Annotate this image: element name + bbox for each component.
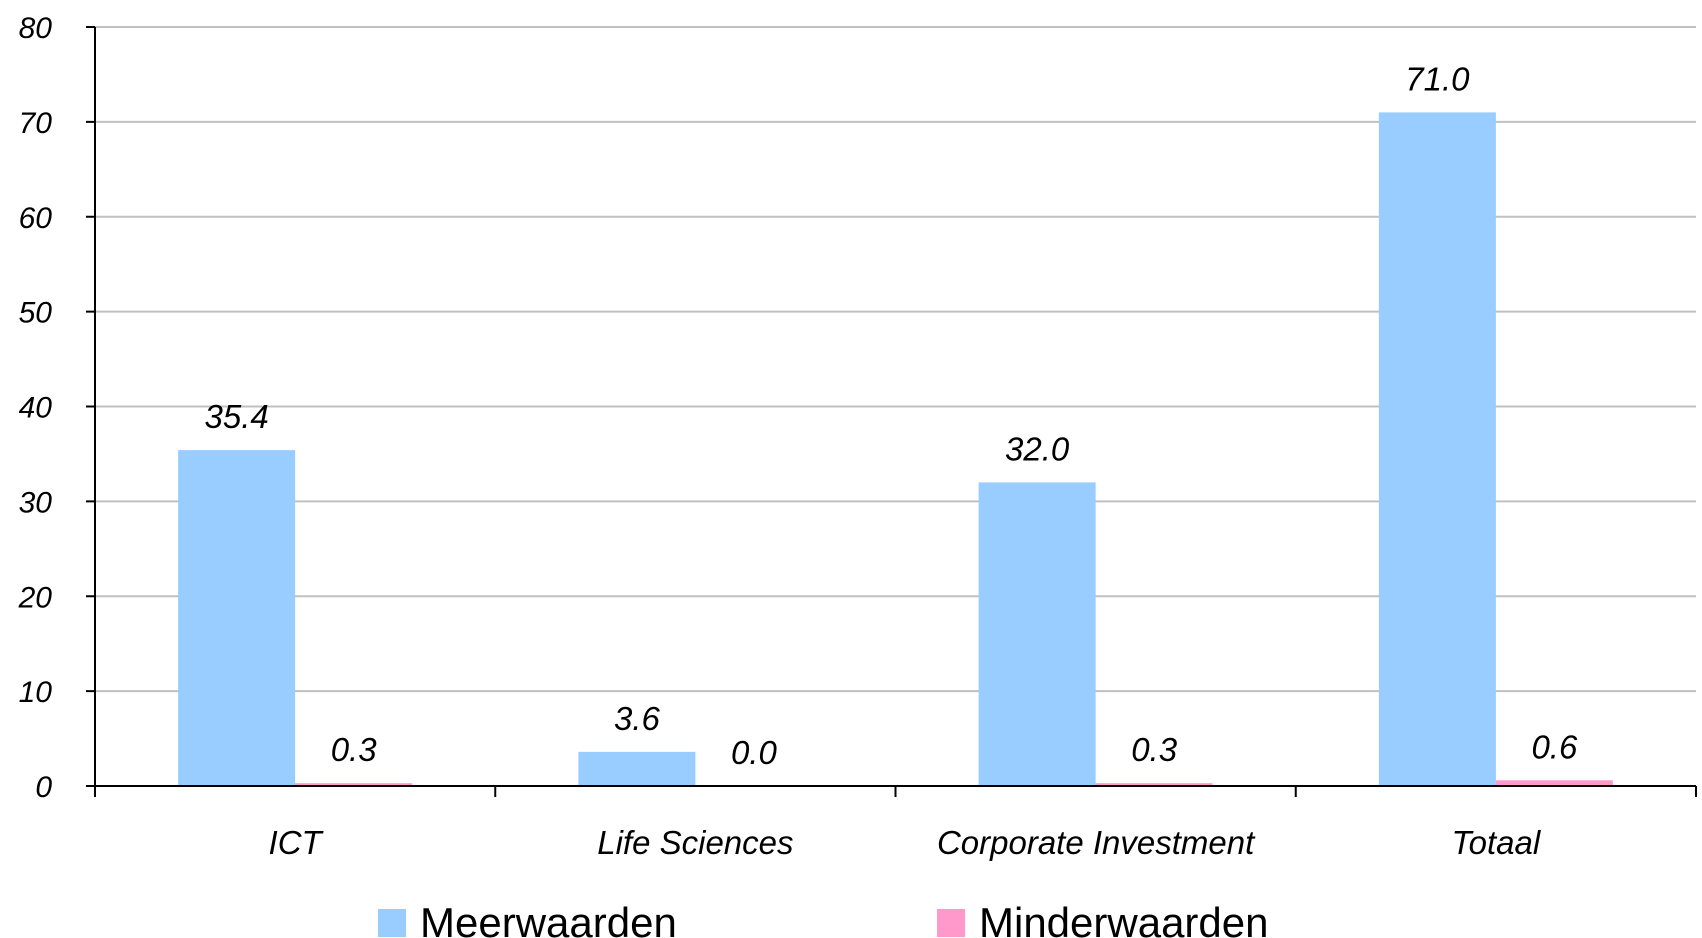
y-tick-label: 70 bbox=[19, 107, 53, 140]
legend-label: Meerwaarden bbox=[420, 899, 677, 938]
bar-minderwaarden bbox=[1495, 780, 1613, 786]
gridlines bbox=[95, 26, 1696, 693]
data-label: 0.3 bbox=[1131, 731, 1178, 768]
legend-label: Minderwaarden bbox=[979, 899, 1269, 938]
category-label: ICT bbox=[269, 824, 325, 861]
y-tick-label: 20 bbox=[18, 581, 53, 614]
bar-minderwaarden bbox=[295, 783, 413, 786]
bar-meerwaarden bbox=[978, 482, 1096, 786]
y-tick-labels: 0 10 20 30 40 50 60 70 80 bbox=[18, 12, 53, 804]
bars bbox=[178, 112, 1613, 786]
data-label: 35.4 bbox=[205, 398, 269, 435]
legend-swatch bbox=[378, 909, 406, 937]
bar-meerwaarden bbox=[578, 751, 696, 786]
data-label: 3.6 bbox=[614, 700, 661, 737]
category-label: Totaal bbox=[1452, 824, 1542, 861]
y-tick-label: 40 bbox=[19, 392, 53, 425]
y-tick-label: 10 bbox=[19, 676, 53, 709]
category-labels: ICT Life Sciences Corporate Investment Tota… bbox=[269, 824, 1542, 861]
axes bbox=[86, 26, 1697, 797]
data-labels: 35.4 0.3 3.6 0.0 32.0 0.3 71.0 0.6 bbox=[205, 60, 1578, 771]
data-label: 0.6 bbox=[1531, 728, 1578, 765]
y-tick-label: 50 bbox=[19, 297, 53, 330]
data-label: 0.3 bbox=[331, 731, 378, 768]
category-label: Life Sciences bbox=[597, 824, 793, 861]
bar-meerwaarden bbox=[178, 450, 296, 786]
data-label: 0.0 bbox=[731, 734, 778, 771]
y-tick-label: 80 bbox=[19, 12, 53, 45]
y-tick-label: 60 bbox=[19, 202, 53, 235]
category-label: Corporate Investment bbox=[937, 824, 1256, 861]
y-tick-label: 30 bbox=[19, 486, 53, 519]
bar-meerwaarden bbox=[1378, 112, 1496, 786]
y-tick-label: 0 bbox=[35, 771, 52, 804]
data-label: 71.0 bbox=[1405, 60, 1470, 97]
data-label: 32.0 bbox=[1005, 430, 1070, 467]
bar-minderwaarden bbox=[1095, 783, 1213, 786]
legend: Meerwaarden Minderwaarden bbox=[378, 899, 1269, 938]
legend-swatch bbox=[937, 909, 965, 937]
